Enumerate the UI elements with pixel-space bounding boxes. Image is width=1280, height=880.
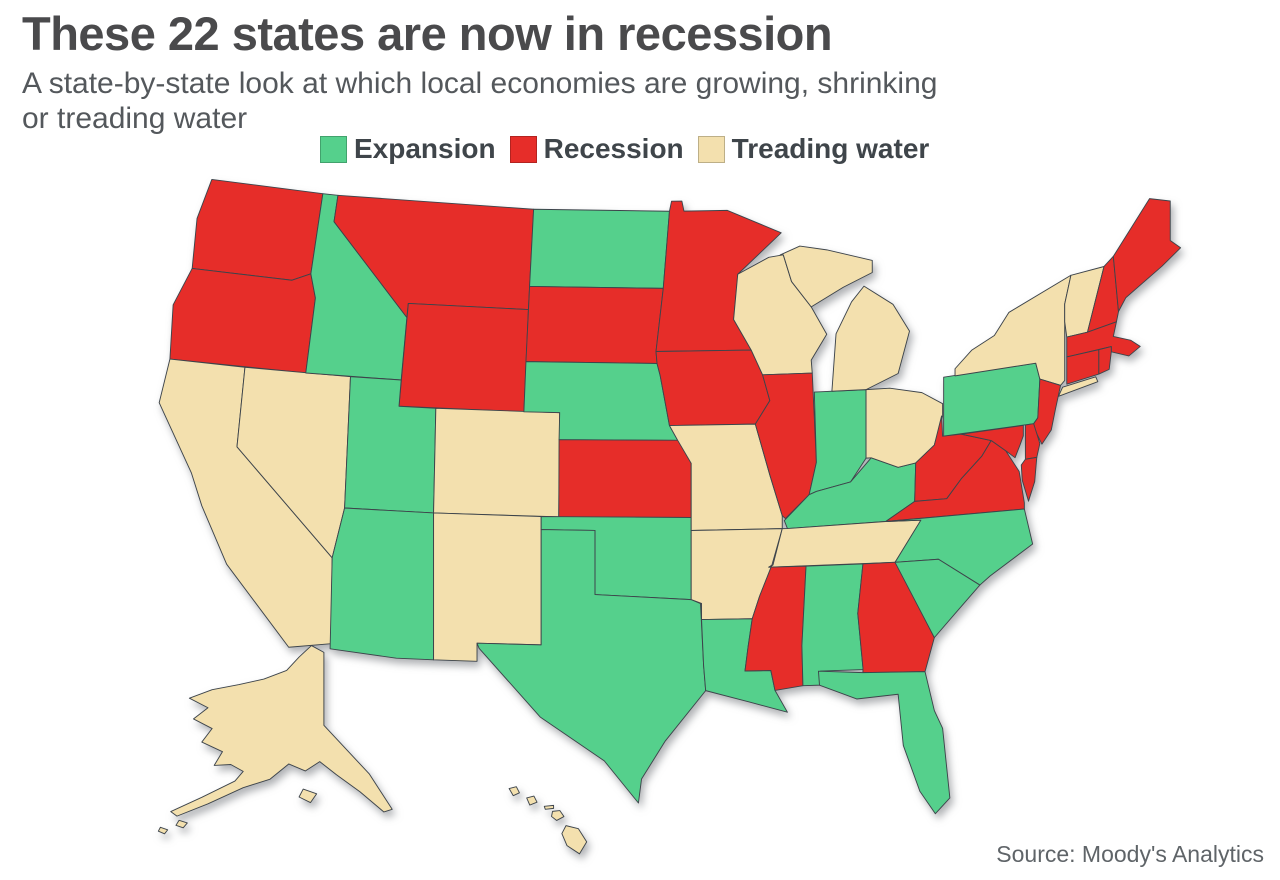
subtitle-line-1: A state-by-state look at which local eco… (22, 67, 938, 100)
page-title: These 22 states are now in recession (22, 7, 833, 60)
state-FL (817, 670, 951, 815)
state-AL (801, 563, 864, 687)
state-AK (157, 645, 393, 835)
state-RI (1098, 346, 1112, 375)
state-SC (894, 558, 981, 639)
state-KS (558, 439, 692, 518)
state-NJ (1033, 378, 1062, 445)
recession-swatch (509, 135, 537, 163)
us-map-container (148, 154, 1193, 875)
state-ME (1112, 198, 1182, 312)
expansion-swatch (320, 135, 347, 163)
state-OR (169, 267, 316, 374)
legend: Expansion Recession Treading water (320, 133, 929, 165)
state-AZ (329, 507, 435, 661)
treading-water-swatch (697, 135, 725, 163)
expansion-label: Expansion (354, 133, 496, 164)
state-TX (476, 529, 707, 804)
legend-item-expansion: Expansion (320, 133, 496, 165)
state-ND (529, 208, 670, 289)
state-WY (398, 303, 529, 413)
state-NY (954, 274, 1099, 397)
state-SD (525, 285, 664, 364)
legend-item-treading-water: Treading water (697, 133, 930, 165)
state-HI (508, 786, 588, 855)
state-DE (1024, 423, 1041, 460)
state-CO (433, 407, 561, 518)
state-NM (433, 512, 542, 662)
source-text: Source: Moody's Analytics (996, 841, 1264, 867)
subtitle: A state-by-state look at which local eco… (22, 66, 937, 136)
state-MN (655, 200, 782, 352)
state-MD (960, 424, 1038, 502)
treading-water-label: Treading water (731, 133, 930, 164)
state-NH (1086, 255, 1119, 333)
state-WA (191, 178, 324, 281)
state-IL (754, 372, 817, 519)
legend-item-recession: Recession (509, 133, 684, 165)
state-MI (779, 245, 910, 392)
recession-label: Recession (543, 133, 684, 164)
state-IA (655, 349, 771, 427)
subtitle-line-2: or treading water (22, 102, 248, 135)
state-WI (733, 254, 828, 376)
us-map (157, 178, 1182, 855)
